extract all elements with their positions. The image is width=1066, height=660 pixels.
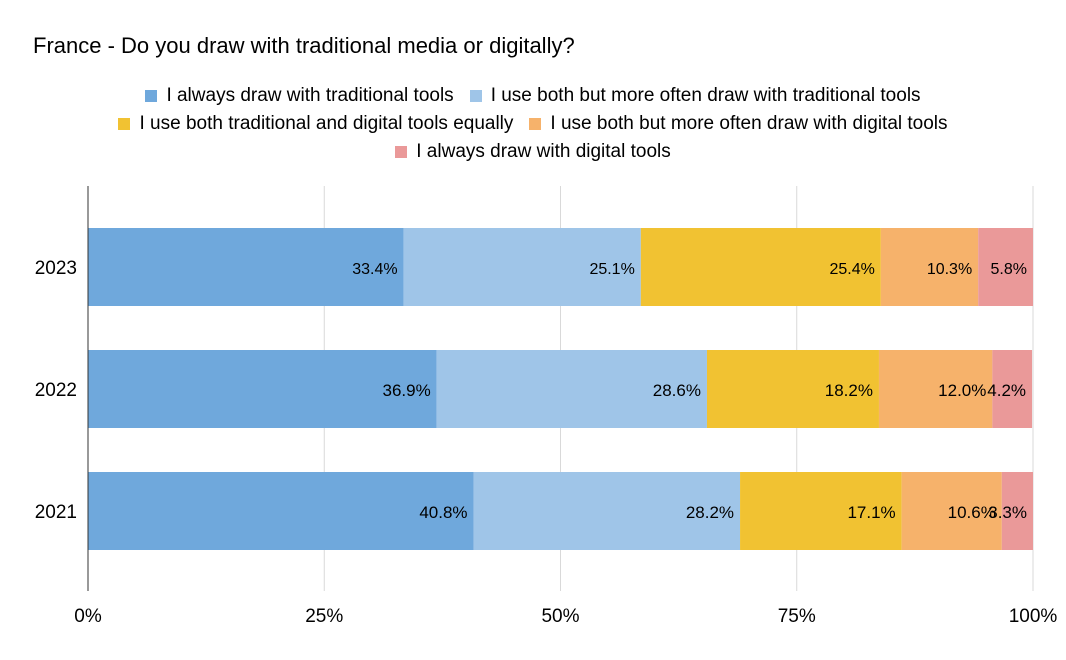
legend-row-2: I use both traditional and digital tools… (0, 110, 1066, 138)
legend-item-always-traditional[interactable]: I always draw with traditional tools (145, 85, 454, 107)
legend-swatch (118, 118, 131, 130)
legend-label: I use both but more often draw with trad… (490, 85, 921, 106)
legend-item-more-traditional[interactable]: I use both but more often draw with trad… (469, 85, 921, 107)
legend-item-more-digital[interactable]: I use both but more often draw with digi… (529, 113, 948, 135)
x-tick-label: 100% (1009, 606, 1058, 627)
legend: I always draw with traditional tools I u… (0, 82, 1066, 166)
bar-segment (1001, 472, 1033, 550)
bar-segment (706, 350, 879, 428)
legend-swatch (469, 90, 482, 102)
bar-segment (88, 472, 474, 550)
bar-segment (740, 472, 902, 550)
bar-segment (880, 228, 979, 306)
bar-segment (88, 228, 404, 306)
bar-segment (436, 350, 707, 428)
data-label: 40.8% (419, 503, 467, 522)
legend-swatch (145, 90, 158, 102)
data-label: 25.1% (589, 261, 634, 278)
legend-swatch (529, 118, 542, 130)
legend-row-1: I always draw with traditional tools I u… (0, 82, 1066, 110)
data-label: 25.4% (829, 261, 874, 278)
bar-segment (88, 350, 437, 428)
data-label: 10.3% (927, 261, 972, 278)
legend-item-always-digital[interactable]: I always draw with digital tools (395, 141, 671, 163)
x-tick-label: 25% (305, 606, 343, 627)
bar-segment (901, 472, 1002, 550)
y-tick-label: 2021 (35, 502, 77, 523)
data-label: 3.3% (988, 503, 1027, 522)
data-label: 12.0% (938, 381, 986, 400)
data-label: 4.2% (987, 381, 1026, 400)
y-tick-label: 2022 (35, 380, 77, 401)
bar-segment (878, 350, 993, 428)
chart-title: France - Do you draw with traditional me… (33, 33, 575, 58)
bar-segment (992, 350, 1033, 428)
data-label: 18.2% (825, 381, 873, 400)
legend-label: I always draw with digital tools (416, 141, 671, 162)
data-label: 10.6% (948, 503, 996, 522)
bar-segment (403, 228, 641, 306)
legend-label: I always draw with traditional tools (166, 85, 454, 106)
bar-segment (978, 228, 1033, 306)
legend-label: I use both but more often draw with digi… (550, 113, 948, 134)
data-label: 17.1% (847, 503, 895, 522)
data-label: 33.4% (352, 261, 397, 278)
data-label: 28.6% (653, 381, 701, 400)
data-label: 28.2% (686, 503, 734, 522)
bar-segment (640, 228, 881, 306)
legend-label: I use both traditional and digital tools… (139, 113, 514, 134)
legend-swatch (395, 146, 408, 158)
x-tick-label: 50% (541, 606, 579, 627)
data-label: 5.8% (991, 261, 1027, 278)
bar-segment (473, 472, 741, 550)
x-tick-label: 75% (778, 606, 816, 627)
x-tick-label: 0% (74, 606, 102, 627)
legend-item-equally[interactable]: I use both traditional and digital tools… (118, 113, 513, 135)
legend-row-3: I always draw with digital tools (0, 138, 1066, 166)
y-tick-label: 2023 (35, 258, 77, 279)
data-label: 36.9% (383, 381, 431, 400)
